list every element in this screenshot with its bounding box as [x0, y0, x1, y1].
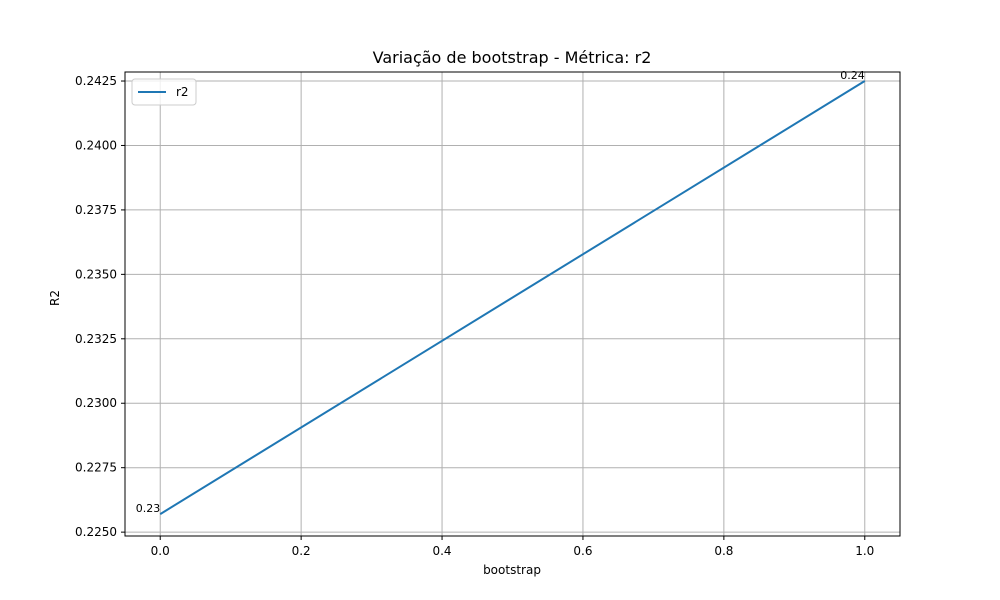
series-layer — [159, 80, 866, 515]
x-tick-label: 1.0 — [855, 544, 874, 558]
y-tick-label: 0.2375 — [75, 203, 117, 217]
x-tick-label: 0.0 — [151, 544, 170, 558]
x-tick-label: 0.6 — [573, 544, 592, 558]
y-tick-label: 0.2350 — [75, 267, 117, 281]
x-tick-label: 0.8 — [714, 544, 733, 558]
x-axis-label: bootstrap — [483, 563, 541, 577]
y-tick-label: 0.2425 — [75, 74, 117, 88]
y-tick-label: 0.2300 — [75, 396, 117, 410]
y-axis-label: R2 — [48, 290, 62, 306]
axis-ticks: 0.0 0.2 0.4 0.6 0.8 1.0 0.2250 0.2275 0.2300 0.23… — [75, 74, 874, 558]
x-tick-label: 0.4 — [432, 544, 451, 558]
legend-label-r2: r2 — [176, 85, 189, 99]
data-label: 0.23 — [136, 502, 161, 515]
x-tick-label: 0.2 — [292, 544, 311, 558]
y-tick-label: 0.2275 — [75, 461, 117, 475]
plot-frame — [124, 71, 901, 537]
grid-lines — [125, 72, 900, 536]
data-labels: 0.23 0.24 — [136, 69, 865, 515]
y-tick-label: 0.2325 — [75, 332, 117, 346]
data-label: 0.24 — [840, 69, 865, 82]
y-tick-label: 0.2250 — [75, 525, 117, 539]
chart-title: Variação de bootstrap - Métrica: r2 — [373, 48, 652, 67]
series-line-r2 — [159, 80, 866, 515]
legend: r2 — [131, 78, 197, 106]
y-tick-label: 0.2400 — [75, 138, 117, 152]
